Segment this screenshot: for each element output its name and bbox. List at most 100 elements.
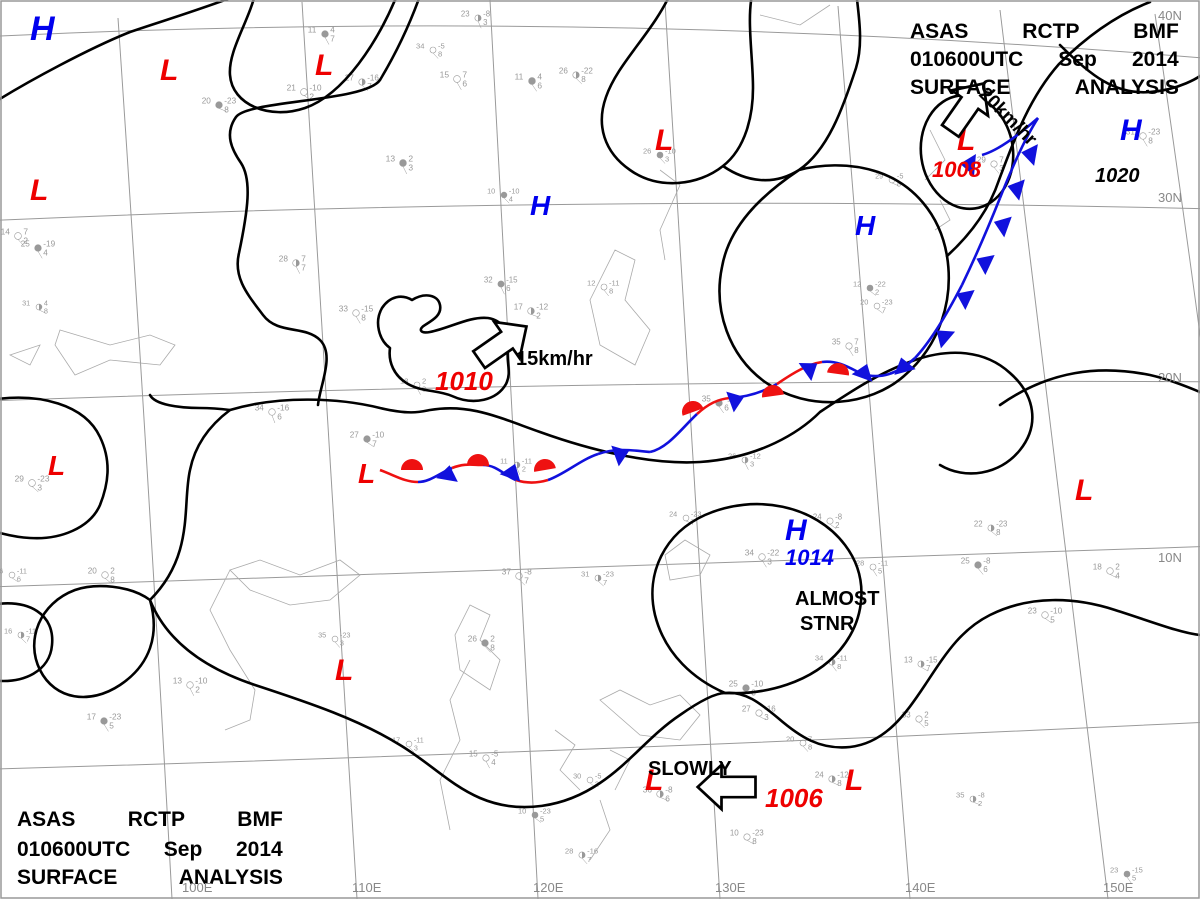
svg-text:1006: 1006 xyxy=(765,783,823,813)
svg-text:3: 3 xyxy=(37,483,42,493)
svg-text:8: 8 xyxy=(837,662,841,671)
svg-text:110E: 110E xyxy=(352,880,382,895)
svg-text:8: 8 xyxy=(609,287,613,296)
svg-text:5: 5 xyxy=(924,719,929,728)
svg-text:3: 3 xyxy=(764,713,769,722)
svg-text:ALMOST: ALMOST xyxy=(795,588,879,610)
svg-text:7: 7 xyxy=(524,575,529,585)
svg-text:4: 4 xyxy=(1115,571,1120,580)
svg-text:15: 15 xyxy=(440,70,450,80)
svg-text:6: 6 xyxy=(17,575,21,584)
svg-text:4: 4 xyxy=(43,248,48,257)
svg-text:H: H xyxy=(855,210,876,241)
svg-text:35: 35 xyxy=(956,791,964,800)
svg-text:25: 25 xyxy=(21,240,31,249)
svg-text:16: 16 xyxy=(4,627,12,636)
svg-text:7: 7 xyxy=(301,262,306,272)
svg-text:L: L xyxy=(48,450,65,481)
svg-text:20N: 20N xyxy=(1158,370,1182,385)
svg-text:L: L xyxy=(358,458,375,489)
svg-text:2014: 2014 xyxy=(236,838,283,861)
svg-text:18: 18 xyxy=(1093,563,1103,572)
svg-text:28: 28 xyxy=(279,254,289,264)
svg-text:15km/hr: 15km/hr xyxy=(516,348,593,370)
svg-text:11: 11 xyxy=(500,457,508,466)
svg-text:21: 21 xyxy=(287,83,297,93)
svg-text:11: 11 xyxy=(308,25,317,35)
svg-text:SLOWLY: SLOWLY xyxy=(648,758,732,780)
svg-text:L: L xyxy=(30,174,48,207)
svg-text:35: 35 xyxy=(832,338,841,347)
svg-text:6: 6 xyxy=(983,565,988,574)
svg-text:L: L xyxy=(315,49,333,82)
svg-text:7: 7 xyxy=(603,578,607,587)
svg-text:8: 8 xyxy=(752,837,757,846)
svg-text:8: 8 xyxy=(581,75,586,84)
svg-text:6: 6 xyxy=(724,403,729,412)
svg-text:17: 17 xyxy=(87,712,97,722)
svg-text:BMF: BMF xyxy=(1133,20,1179,43)
svg-text:L: L xyxy=(655,124,673,157)
svg-text:ASAS: ASAS xyxy=(17,808,75,831)
svg-text:31: 31 xyxy=(581,570,589,579)
svg-text:SURFACE: SURFACE xyxy=(17,866,117,889)
svg-text:35: 35 xyxy=(318,631,326,640)
svg-text:8: 8 xyxy=(224,105,229,114)
svg-text:13: 13 xyxy=(904,656,913,665)
svg-text:1014: 1014 xyxy=(785,545,834,570)
svg-text:8: 8 xyxy=(837,779,842,788)
svg-text:8: 8 xyxy=(1148,135,1153,145)
svg-text:13: 13 xyxy=(386,154,396,164)
svg-text:24: 24 xyxy=(669,510,677,519)
svg-text:7: 7 xyxy=(372,439,377,448)
svg-text:22: 22 xyxy=(974,520,983,529)
svg-text:150E: 150E xyxy=(1103,880,1134,895)
svg-text:6: 6 xyxy=(506,284,511,293)
svg-text:15: 15 xyxy=(469,750,478,759)
svg-text:ASAS: ASAS xyxy=(910,20,968,43)
svg-text:RCTP: RCTP xyxy=(1022,20,1079,43)
svg-text:1020: 1020 xyxy=(1095,165,1140,187)
svg-text:120E: 120E xyxy=(533,880,564,895)
svg-text:1010: 1010 xyxy=(435,366,493,396)
svg-text:40N: 40N xyxy=(1158,8,1182,23)
svg-text:2014: 2014 xyxy=(1132,48,1179,71)
svg-text:24: 24 xyxy=(815,771,824,780)
svg-text:BMF: BMF xyxy=(237,808,283,831)
svg-text:ANALYSIS: ANALYSIS xyxy=(1075,76,1179,99)
svg-text:23: 23 xyxy=(1028,607,1038,616)
svg-text:H: H xyxy=(530,190,551,221)
svg-text:10N: 10N xyxy=(1158,550,1182,565)
svg-text:11: 11 xyxy=(515,72,524,82)
svg-text:STNR: STNR xyxy=(800,613,855,635)
svg-text:8: 8 xyxy=(490,642,495,652)
svg-text:6: 6 xyxy=(537,81,542,91)
svg-text:31: 31 xyxy=(22,299,30,308)
svg-text:3: 3 xyxy=(340,639,344,648)
svg-text:34: 34 xyxy=(815,654,823,663)
svg-text:12: 12 xyxy=(853,280,861,289)
svg-text:L: L xyxy=(160,54,178,87)
svg-text:26: 26 xyxy=(468,634,478,644)
svg-text:L: L xyxy=(845,764,863,797)
svg-text:26: 26 xyxy=(643,147,651,156)
svg-text:140E: 140E xyxy=(905,880,936,895)
svg-text:100E: 100E xyxy=(182,880,213,895)
svg-text:6: 6 xyxy=(665,793,670,803)
svg-text:13: 13 xyxy=(173,676,183,686)
svg-text:H: H xyxy=(785,514,808,547)
svg-text:Sep: Sep xyxy=(164,838,203,861)
svg-text:130E: 130E xyxy=(715,880,746,895)
svg-text:20: 20 xyxy=(202,97,212,106)
svg-text:27: 27 xyxy=(742,705,751,714)
svg-text:L: L xyxy=(1075,474,1093,507)
svg-text:010600UTC: 010600UTC xyxy=(910,48,1023,71)
svg-text:10: 10 xyxy=(487,187,495,196)
svg-text:7: 7 xyxy=(26,635,30,644)
svg-text:30N: 30N xyxy=(1158,190,1182,205)
svg-text:H: H xyxy=(30,10,56,48)
svg-text:26: 26 xyxy=(559,67,569,76)
svg-text:6: 6 xyxy=(277,412,282,421)
svg-text:34: 34 xyxy=(745,548,755,558)
svg-text:SURFACE: SURFACE xyxy=(910,76,1010,99)
